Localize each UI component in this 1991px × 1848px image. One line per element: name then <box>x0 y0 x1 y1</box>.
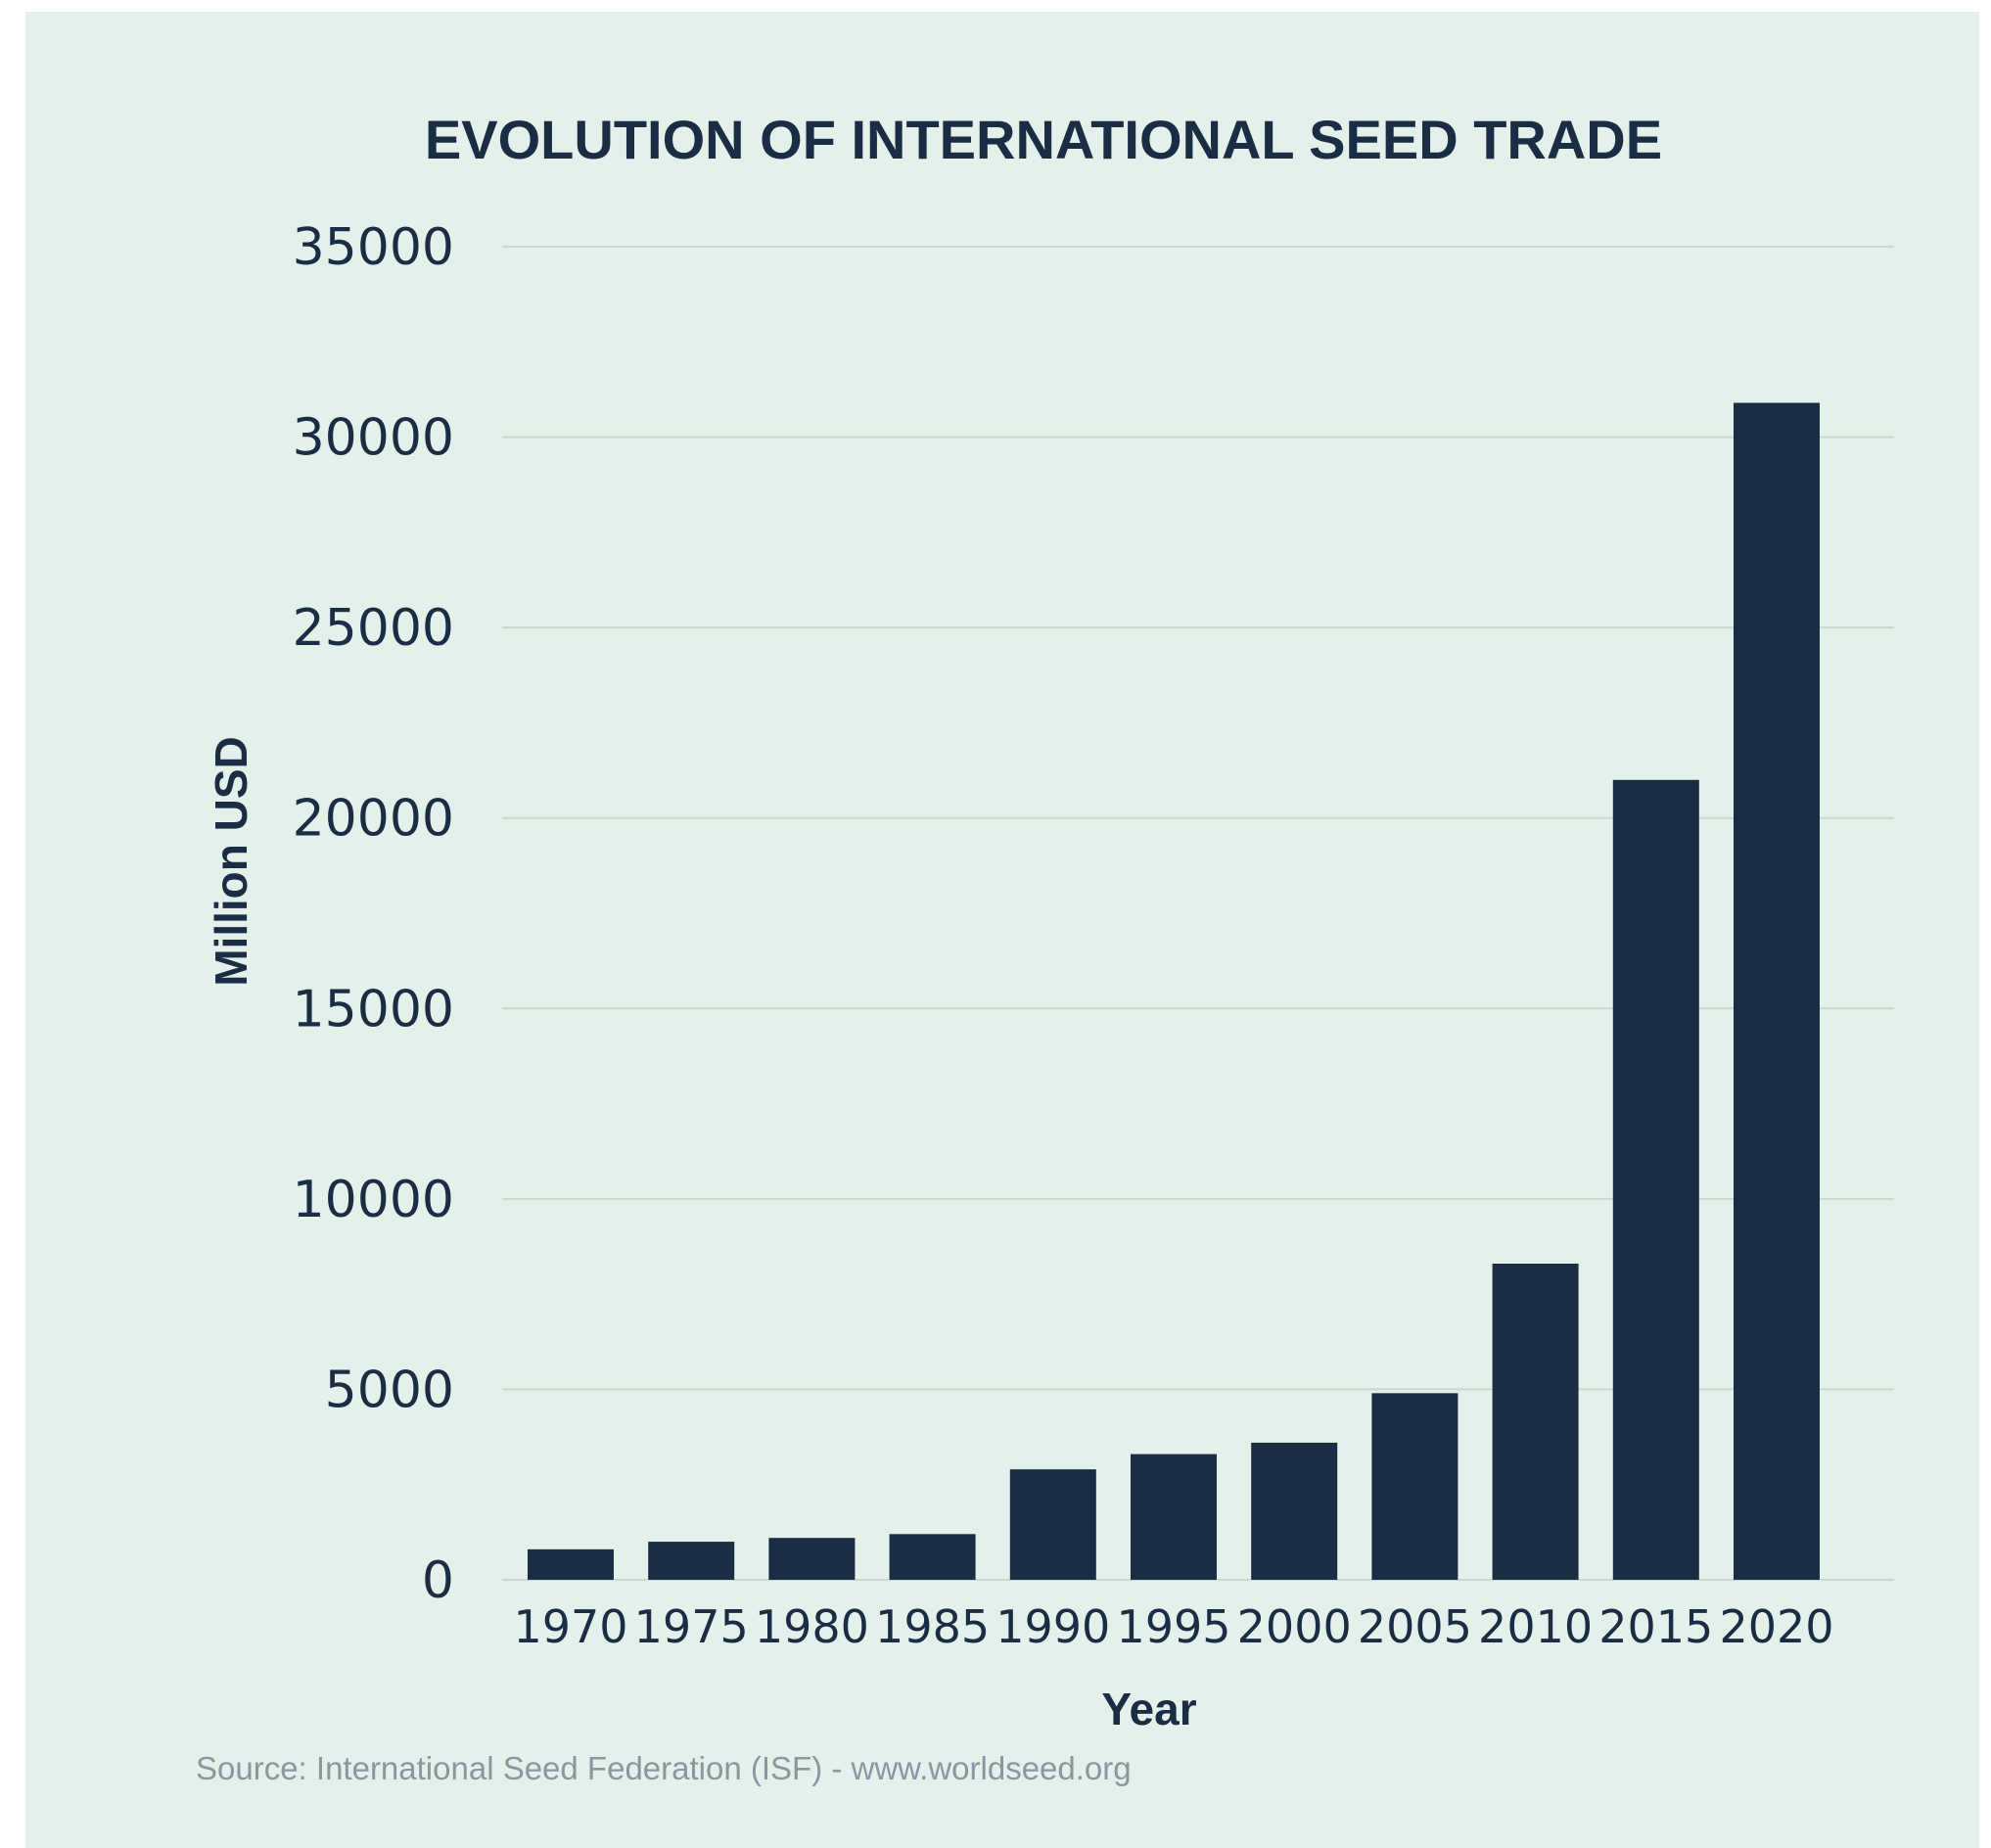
y-tick-label: 5000 <box>325 1361 454 1419</box>
bar-1970 <box>528 1548 614 1580</box>
y-tick-label: 35000 <box>293 218 454 277</box>
y-axis-label: Million USD <box>206 736 256 987</box>
y-axis-ticks: 0 5000 10000 15000 20000 25000 30000 35000 <box>293 218 454 1610</box>
x-tick-label: 2015 <box>1598 1600 1713 1653</box>
y-tick-label: 30000 <box>293 409 454 468</box>
x-tick-label: 1990 <box>996 1600 1110 1653</box>
x-tick-label: 1970 <box>513 1600 627 1653</box>
bars <box>528 402 1820 1580</box>
x-tick-label: 1975 <box>634 1600 749 1653</box>
y-tick-label: 10000 <box>293 1171 454 1229</box>
gridlines <box>502 246 1894 1581</box>
x-tick-label: 1985 <box>875 1600 990 1653</box>
bar-1985 <box>889 1534 976 1580</box>
x-axis-ticks: 1970 1975 1980 1985 1990 1995 2000 2005 2010 2015… <box>513 1600 1833 1653</box>
x-axis-label: Year <box>1101 1684 1196 1734</box>
x-tick-label: 2010 <box>1478 1600 1593 1653</box>
bar-chart: EVOLUTION OF INTERNATIONAL SEED TRADE 0 5… <box>196 109 1894 1786</box>
bar-1975 <box>648 1542 735 1580</box>
y-tick-label: 25000 <box>293 599 454 658</box>
bar-2015 <box>1612 779 1699 1580</box>
bar-2010 <box>1492 1264 1579 1580</box>
bar-2020 <box>1734 402 1820 1580</box>
bar-1990 <box>1009 1469 1096 1580</box>
y-tick-label: 0 <box>422 1551 454 1610</box>
bar-2000 <box>1251 1442 1338 1580</box>
x-tick-label: 1995 <box>1116 1600 1230 1653</box>
chart-title: EVOLUTION OF INTERNATIONAL SEED TRADE <box>425 109 1662 170</box>
y-tick-label: 20000 <box>293 790 454 849</box>
source-note: Source: International Seed Federation (I… <box>196 1750 1132 1786</box>
x-tick-label: 2005 <box>1358 1600 1472 1653</box>
x-tick-label: 2000 <box>1237 1600 1352 1653</box>
bar-1980 <box>768 1538 856 1580</box>
x-tick-label: 2020 <box>1719 1600 1833 1653</box>
bar-2005 <box>1371 1393 1459 1580</box>
y-tick-label: 15000 <box>293 980 454 1039</box>
chart-card: EVOLUTION OF INTERNATIONAL SEED TRADE 0 5… <box>25 12 1979 1848</box>
bar-1995 <box>1131 1454 1217 1580</box>
x-tick-label: 1980 <box>755 1600 869 1653</box>
